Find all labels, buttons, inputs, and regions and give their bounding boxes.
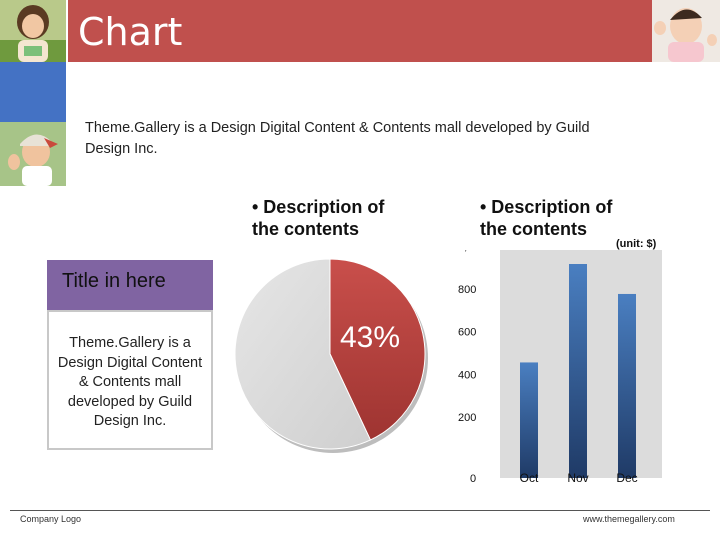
y-tick-label: 200	[458, 412, 476, 424]
photo-baby-top-right-art	[652, 0, 720, 62]
website-link[interactable]: www.themegallery.com	[583, 514, 675, 524]
y-tick-label: 1,000	[458, 250, 486, 253]
photo-boy-left-art	[0, 122, 66, 186]
unit-label: (unit: $)	[616, 238, 657, 250]
y-tick-label: 800	[458, 284, 476, 296]
photo-girl-top-left-art	[0, 0, 66, 62]
company-logo-text: Company Logo	[20, 514, 82, 524]
bar-oct	[520, 362, 538, 478]
slide-title: Chart	[78, 10, 183, 54]
side-text: Theme.Gallery is a Design Digital Conten…	[57, 335, 203, 429]
description-heading-right: • Description of the contents	[480, 197, 613, 239]
photo-girl-top-left	[0, 0, 66, 62]
y-tick-label: 600	[458, 327, 476, 339]
bar-nov	[569, 264, 587, 478]
description-heading-left: • Description of the contents	[252, 197, 385, 239]
pie-slice-1	[234, 258, 372, 450]
pie-slice-label: 43%	[340, 321, 400, 354]
bar-dec	[618, 293, 636, 478]
pie-chart: 43%	[234, 258, 428, 453]
y-tick-label: 400	[458, 369, 476, 381]
side-title: Title in here	[47, 260, 213, 310]
pie-slice-0	[329, 258, 426, 441]
accent-blue-block	[0, 62, 66, 122]
bar-chart: 0 200 400 600 800 1,000 Oct Nov Dec	[458, 250, 662, 485]
footer-divider	[10, 510, 710, 511]
y-tick-label: 0	[470, 473, 476, 485]
intro-text: Theme.Gallery is a Design Digital Conten…	[85, 120, 590, 157]
side-text-box: Theme.Gallery is a Design Digital Conten…	[47, 310, 213, 450]
x-tick-label: Dec	[616, 471, 637, 485]
title-bar	[68, 0, 652, 62]
x-tick-label: Oct	[520, 471, 539, 485]
photo-baby-top-right	[652, 0, 720, 62]
x-tick-label: Nov	[567, 471, 588, 485]
photo-boy-left	[0, 122, 66, 186]
